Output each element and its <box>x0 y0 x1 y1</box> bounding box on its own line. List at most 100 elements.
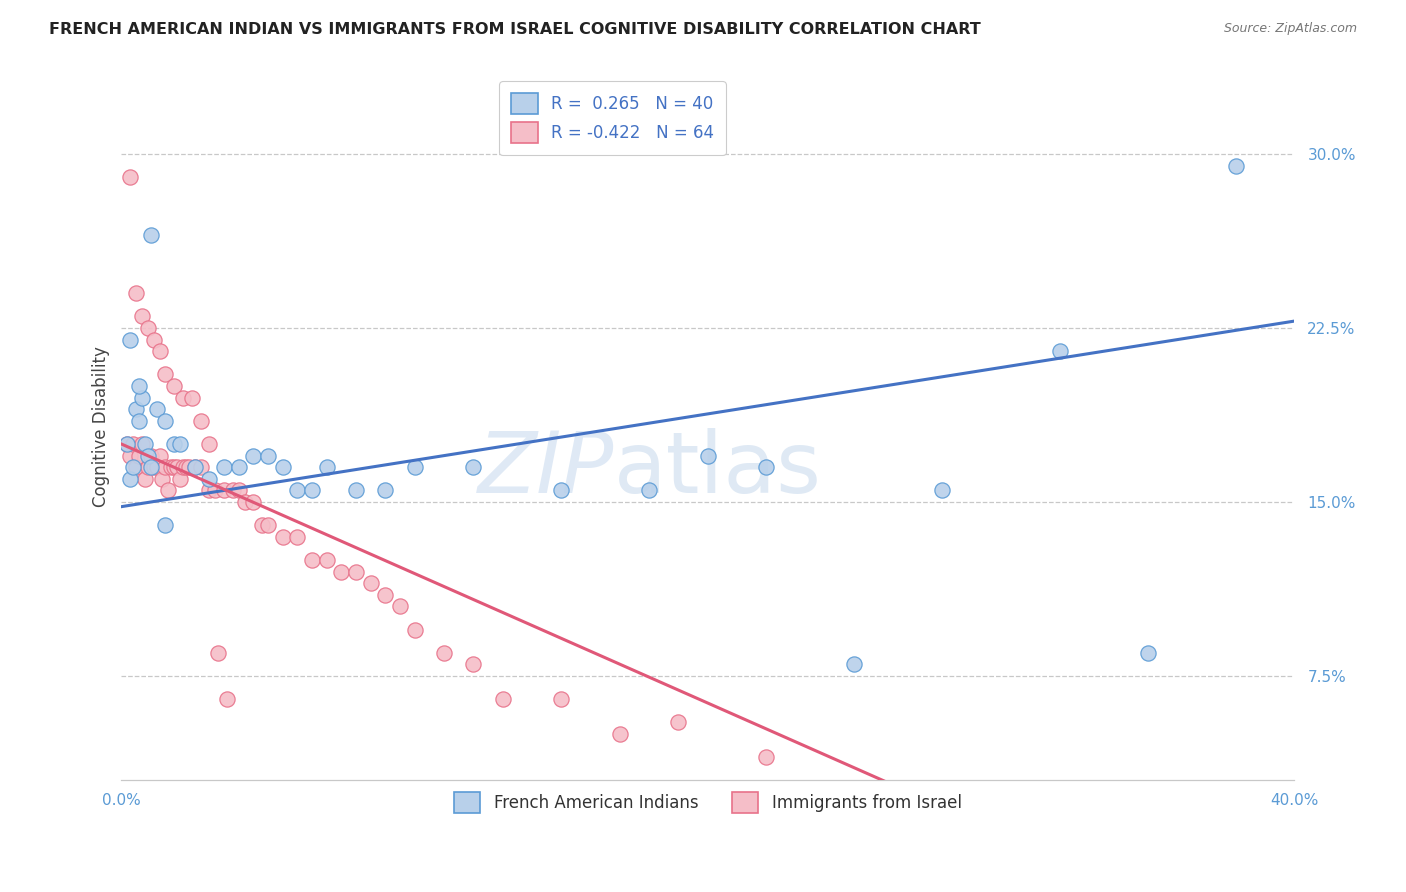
Point <box>285 530 308 544</box>
Point <box>344 565 367 579</box>
Point <box>136 321 159 335</box>
Point <box>131 310 153 324</box>
Point <box>134 437 156 451</box>
Point <box>257 449 280 463</box>
Point <box>152 472 174 486</box>
Point <box>388 599 411 614</box>
Point <box>125 402 148 417</box>
Point <box>271 530 294 544</box>
Point <box>1049 344 1071 359</box>
Point <box>128 379 150 393</box>
Point <box>668 715 690 730</box>
Point <box>198 483 221 498</box>
Point <box>122 437 145 451</box>
Point <box>184 460 207 475</box>
Point <box>155 414 177 428</box>
Point <box>163 437 186 451</box>
Point <box>190 414 212 428</box>
Point <box>166 460 188 475</box>
Point <box>844 657 866 672</box>
Point <box>204 483 226 498</box>
Point <box>120 170 142 185</box>
Point <box>257 518 280 533</box>
Point <box>172 460 194 475</box>
Point <box>198 472 221 486</box>
Point <box>344 483 367 498</box>
Point <box>190 460 212 475</box>
Point <box>301 553 323 567</box>
Point <box>755 460 778 475</box>
Text: atlas: atlas <box>614 427 823 510</box>
Point <box>145 402 167 417</box>
Text: ZIP: ZIP <box>478 427 614 510</box>
Point <box>169 472 191 486</box>
Point <box>360 576 382 591</box>
Point <box>215 692 238 706</box>
Point <box>374 588 396 602</box>
Point <box>374 483 396 498</box>
Point <box>212 483 235 498</box>
Point <box>233 495 256 509</box>
Point <box>301 483 323 498</box>
Point <box>157 483 180 498</box>
Text: FRENCH AMERICAN INDIAN VS IMMIGRANTS FROM ISRAEL COGNITIVE DISABILITY CORRELATIO: FRENCH AMERICAN INDIAN VS IMMIGRANTS FRO… <box>49 22 981 37</box>
Point <box>1136 646 1159 660</box>
Point <box>122 460 145 475</box>
Point <box>207 646 229 660</box>
Point <box>155 368 177 382</box>
Point <box>117 437 139 451</box>
Point <box>755 750 778 764</box>
Point <box>117 437 139 451</box>
Point <box>180 391 202 405</box>
Point <box>315 553 337 567</box>
Point <box>148 344 170 359</box>
Point <box>172 391 194 405</box>
Point <box>330 565 353 579</box>
Point <box>163 379 186 393</box>
Point <box>271 460 294 475</box>
Point <box>222 483 245 498</box>
Point <box>404 623 426 637</box>
Point <box>136 449 159 463</box>
Point <box>212 460 235 475</box>
Point <box>315 460 337 475</box>
Point <box>228 483 250 498</box>
Point <box>931 483 953 498</box>
Point <box>139 449 162 463</box>
Point <box>404 460 426 475</box>
Point <box>550 692 572 706</box>
Point <box>125 286 148 301</box>
Point <box>139 228 162 243</box>
Point <box>128 449 150 463</box>
Point <box>550 483 572 498</box>
Point <box>609 727 631 741</box>
Point <box>163 460 186 475</box>
Point <box>250 518 273 533</box>
Point <box>491 692 513 706</box>
Point <box>463 460 485 475</box>
Point <box>139 460 162 475</box>
Point <box>148 449 170 463</box>
Point <box>120 333 142 347</box>
Point <box>1225 159 1247 173</box>
Point <box>177 460 200 475</box>
Point <box>134 472 156 486</box>
Point <box>463 657 485 672</box>
Point <box>155 460 177 475</box>
Point <box>160 460 183 475</box>
Point <box>696 449 718 463</box>
Point <box>125 460 148 475</box>
Point <box>142 460 165 475</box>
Point <box>174 460 197 475</box>
Point <box>638 483 661 498</box>
Point <box>184 460 207 475</box>
Y-axis label: Cognitive Disability: Cognitive Disability <box>93 346 110 507</box>
Point <box>131 437 153 451</box>
Point <box>155 518 177 533</box>
Point <box>228 460 250 475</box>
Point <box>145 460 167 475</box>
Point <box>198 437 221 451</box>
Point <box>120 472 142 486</box>
Point <box>136 460 159 475</box>
Legend: French American Indians, Immigrants from Israel: French American Indians, Immigrants from… <box>441 780 973 825</box>
